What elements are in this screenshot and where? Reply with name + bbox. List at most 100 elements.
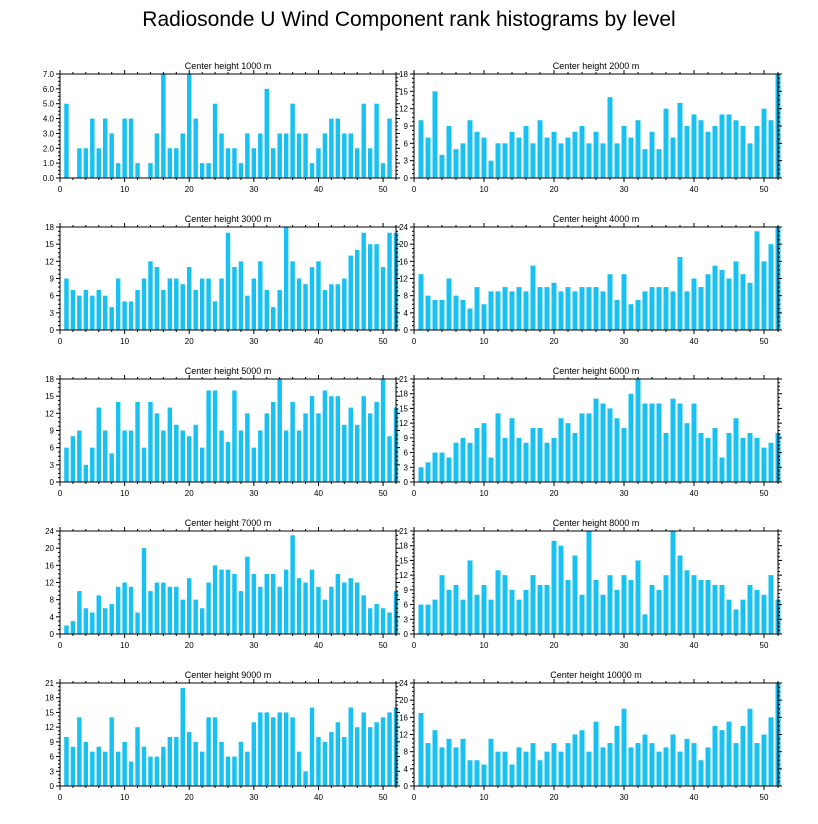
- bar: [103, 608, 108, 634]
- bar: [115, 751, 121, 786]
- bar: [115, 163, 121, 178]
- bar: [64, 103, 69, 178]
- bar: [264, 88, 269, 178]
- bar: [361, 232, 366, 330]
- x-tick-label: 20: [550, 185, 559, 194]
- bar: [523, 126, 529, 178]
- x-tick-label: 10: [120, 489, 129, 498]
- bar: [628, 580, 634, 634]
- x-tick-label: 40: [314, 489, 323, 498]
- bar: [530, 143, 536, 178]
- bar: [516, 137, 522, 178]
- bar: [141, 278, 147, 330]
- bar: [719, 730, 725, 786]
- y-tick-label: 18: [45, 375, 54, 384]
- bar: [656, 287, 662, 330]
- bar: [579, 730, 585, 786]
- y-tick-label: 24: [45, 527, 54, 536]
- y-tick-label: 12: [45, 257, 54, 266]
- y-tick-label: 16: [399, 257, 408, 266]
- y-tick-label: 12: [399, 105, 408, 114]
- bar: [579, 126, 585, 178]
- bar: [367, 413, 373, 482]
- y-tick-label: 3: [404, 463, 409, 472]
- bar: [446, 278, 452, 330]
- bar: [322, 599, 328, 634]
- bar: [141, 447, 147, 482]
- bar: [206, 717, 211, 786]
- bar: [530, 428, 536, 482]
- bar: [705, 580, 711, 634]
- bar: [747, 584, 753, 634]
- x-tick-label: 0: [412, 793, 417, 802]
- bar: [367, 244, 373, 330]
- bar: [309, 163, 315, 178]
- bar: [579, 413, 585, 482]
- bar: [335, 118, 341, 178]
- bar: [474, 428, 480, 482]
- bar: [684, 291, 690, 330]
- panel-title: Center height 8000 m: [553, 518, 640, 528]
- bar: [167, 407, 173, 482]
- bar: [754, 231, 760, 330]
- bar: [322, 741, 328, 786]
- bar: [374, 103, 379, 178]
- bar: [712, 725, 718, 786]
- y-tick-label: 18: [45, 223, 54, 232]
- bar: [481, 423, 487, 482]
- bar: [544, 287, 550, 330]
- panel-2: Center height 2000 m 0 3 6 9 12 15 18 0 10 20 30 40 5…: [399, 61, 782, 194]
- bar: [154, 133, 160, 178]
- bar: [122, 430, 127, 482]
- panel-1: Center height 1000 m 0.0 1.0 2.0 3.0 4.0 5.0 6.…: [43, 61, 400, 194]
- bar: [600, 403, 606, 482]
- bar: [245, 751, 250, 786]
- bar: [316, 148, 321, 178]
- bar: [355, 148, 360, 178]
- bar: [290, 401, 295, 482]
- bar: [481, 764, 487, 786]
- y-tick-label: 0: [404, 782, 409, 791]
- bar: [342, 582, 347, 634]
- bar: [212, 565, 218, 634]
- bar: [174, 736, 179, 786]
- bar: [600, 143, 606, 178]
- bar: [174, 424, 179, 482]
- x-tick-label: 10: [480, 185, 489, 194]
- bar: [348, 578, 353, 634]
- bar: [726, 114, 732, 178]
- bar: [225, 232, 231, 330]
- y-tick-label: 5.0: [43, 100, 55, 109]
- bar: [516, 747, 522, 786]
- bar: [621, 428, 627, 482]
- bar: [768, 120, 774, 178]
- bar: [309, 569, 315, 634]
- bar: [380, 379, 386, 482]
- bar: [747, 143, 753, 178]
- bar: [258, 261, 263, 330]
- bar: [374, 401, 379, 482]
- bar: [733, 120, 739, 178]
- bar: [418, 120, 424, 178]
- bar: [90, 295, 95, 330]
- y-tick-label: 7.0: [43, 70, 55, 79]
- bar: [206, 390, 211, 482]
- bar: [453, 295, 459, 330]
- bar: [90, 612, 95, 634]
- bar: [761, 261, 767, 330]
- y-tick-label: 16: [399, 713, 408, 722]
- x-tick-label: 20: [185, 793, 194, 802]
- bar: [96, 289, 101, 330]
- bar: [264, 712, 269, 786]
- y-tick-label: 15: [45, 708, 54, 717]
- bar: [768, 244, 774, 330]
- bar: [684, 423, 690, 482]
- x-tick-label: 40: [690, 489, 699, 498]
- bar: [128, 301, 134, 330]
- bar: [329, 586, 334, 634]
- bar: [495, 291, 501, 330]
- x-tick-label: 20: [550, 489, 559, 498]
- bar: [387, 612, 392, 634]
- bar: [593, 580, 599, 634]
- y-tick-label: 3: [50, 767, 55, 776]
